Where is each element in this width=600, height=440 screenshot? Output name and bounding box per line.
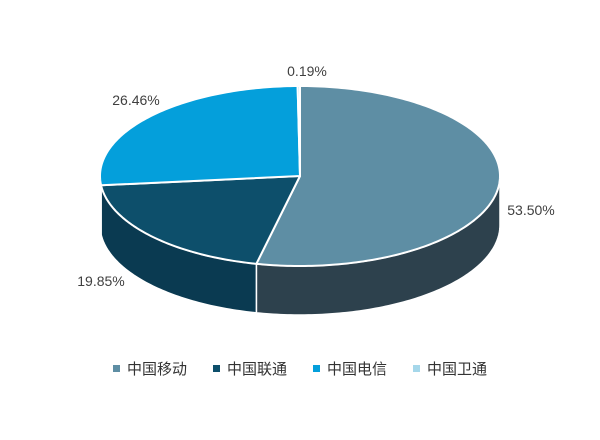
legend-item-0: 中国移动 bbox=[112, 358, 187, 379]
slice-label-0: 53.50% bbox=[507, 202, 555, 218]
pie-slice-1 bbox=[100, 175, 301, 265]
slice-label-2: 26.46% bbox=[112, 92, 160, 108]
legend-label: 中国电信 bbox=[327, 361, 388, 378]
legend-swatch-icon bbox=[313, 365, 320, 372]
legend-item-2: 中国电信 bbox=[313, 358, 387, 379]
legend-swatch-icon bbox=[112, 365, 120, 372]
legend-swatch-icon bbox=[212, 365, 220, 372]
pie-slice-2 bbox=[99, 85, 301, 187]
legend-label: 中国卫通 bbox=[427, 361, 488, 378]
pie-slice-3 bbox=[296, 85, 301, 177]
legend: 中国移动 中国联通 中国电信 中国卫通 bbox=[0, 358, 600, 379]
legend-swatch-icon bbox=[413, 365, 421, 372]
legend-label: 中国联通 bbox=[226, 361, 287, 378]
legend-item-3: 中国卫通 bbox=[413, 358, 487, 379]
legend-label: 中国移动 bbox=[126, 361, 187, 378]
slice-label-1: 19.85% bbox=[77, 273, 125, 289]
pie-slice-0 bbox=[255, 85, 501, 267]
slice-label-3: 0.19% bbox=[287, 63, 327, 79]
legend-item-1: 中国联通 bbox=[212, 358, 287, 379]
